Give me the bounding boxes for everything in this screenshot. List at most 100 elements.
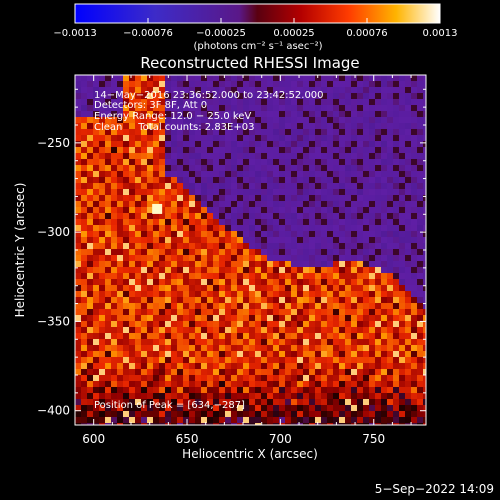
heatmap-cell (291, 393, 297, 399)
heatmap-cell (399, 351, 405, 357)
heatmap-cell (327, 171, 333, 177)
heatmap-cell (225, 201, 231, 207)
heatmap-cell (279, 309, 285, 315)
heatmap-cell (213, 93, 219, 99)
heatmap-cell (207, 93, 213, 99)
heatmap-cell (351, 255, 357, 261)
heatmap-cell (351, 249, 357, 255)
heatmap-cell (249, 399, 255, 405)
heatmap-cell (411, 75, 417, 81)
heatmap-cell (255, 267, 261, 273)
heatmap-cell (321, 273, 327, 279)
heatmap-cell (147, 357, 153, 363)
heatmap-cell (153, 303, 159, 309)
heatmap-cell (225, 375, 231, 381)
heatmap-cell (357, 309, 363, 315)
heatmap-cell (147, 81, 153, 87)
heatmap-cell (417, 177, 423, 183)
heatmap-cell (213, 303, 219, 309)
heatmap-cell (189, 261, 195, 267)
heatmap-cell (135, 381, 141, 387)
heatmap-cell (207, 375, 213, 381)
heatmap-cell (279, 213, 285, 219)
heatmap-cell (381, 171, 387, 177)
heatmap-cell (279, 255, 285, 261)
heatmap-cell (111, 117, 117, 123)
heatmap-cell (219, 279, 225, 285)
heatmap-cell (267, 117, 273, 123)
heatmap-cell (303, 243, 309, 249)
heatmap-cell (411, 303, 417, 309)
heatmap-cell (129, 339, 135, 345)
heatmap-cell (147, 111, 153, 117)
heatmap-cell (393, 87, 399, 93)
heatmap-cell (153, 147, 159, 153)
heatmap-cell (117, 375, 123, 381)
heatmap-cell (423, 165, 426, 171)
heatmap-cell (147, 117, 153, 123)
heatmap-cell (201, 249, 207, 255)
heatmap-cell (87, 171, 93, 177)
heatmap-cell (171, 159, 177, 165)
heatmap-cell (207, 225, 213, 231)
heatmap-cell (183, 243, 189, 249)
heatmap-cell (81, 231, 87, 237)
heatmap-cell (171, 405, 177, 411)
heatmap-cell (171, 75, 177, 81)
heatmap-cell (381, 219, 387, 225)
heatmap-cell (279, 225, 285, 231)
heatmap-cell (171, 369, 177, 375)
heatmap-cell (195, 243, 201, 249)
heatmap-cell (315, 351, 321, 357)
heatmap-cell (231, 321, 237, 327)
heatmap-cell (405, 171, 411, 177)
heatmap-cell (273, 93, 279, 99)
heatmap-cell (255, 297, 261, 303)
heatmap-cell (399, 291, 405, 297)
heatmap-cell (285, 195, 291, 201)
heatmap-cell (267, 123, 273, 129)
heatmap-cell (345, 213, 351, 219)
heatmap-cell (243, 147, 249, 153)
heatmap-cell (363, 201, 369, 207)
heatmap-cell (165, 411, 171, 417)
heatmap-cell (165, 189, 171, 195)
heatmap-cell (393, 291, 399, 297)
heatmap-cell (417, 321, 423, 327)
heatmap-cell (405, 249, 411, 255)
heatmap-cell (111, 345, 117, 351)
heatmap-cell (171, 165, 177, 171)
heatmap-cell (297, 141, 303, 147)
heatmap-cell (351, 213, 357, 219)
heatmap-cell (171, 231, 177, 237)
heatmap-cell (165, 123, 171, 129)
heatmap-cell (141, 291, 147, 297)
heatmap-cell (183, 255, 189, 261)
heatmap-cell (231, 339, 237, 345)
heatmap-cell (255, 357, 261, 363)
heatmap-cell (159, 153, 165, 159)
heatmap-cell (189, 321, 195, 327)
heatmap-cell (177, 189, 183, 195)
heatmap-cell (201, 345, 207, 351)
heatmap-cell (357, 423, 363, 425)
heatmap-cell (129, 249, 135, 255)
heatmap-cell (81, 153, 87, 159)
heatmap-cell (321, 405, 327, 411)
heatmap-cell (237, 165, 243, 171)
heatmap-cell (135, 363, 141, 369)
heatmap-cell (135, 189, 141, 195)
heatmap-cell (375, 243, 381, 249)
heatmap-cell (363, 129, 369, 135)
heatmap-cell (381, 75, 387, 81)
heatmap-cell (153, 351, 159, 357)
heatmap-cell (147, 375, 153, 381)
heatmap-cell (111, 111, 117, 117)
heatmap-cell (123, 417, 129, 423)
heatmap-cell (291, 105, 297, 111)
heatmap-cell (363, 363, 369, 369)
heatmap-cell (321, 231, 327, 237)
heatmap-cell (237, 345, 243, 351)
heatmap-cell (375, 129, 381, 135)
heatmap-cell (357, 399, 363, 405)
